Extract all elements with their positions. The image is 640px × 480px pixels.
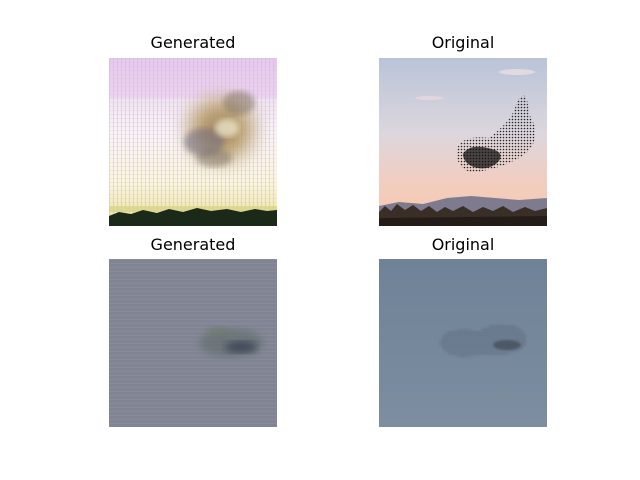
generated-image-top: [109, 58, 277, 226]
original-image-bottom: [379, 259, 547, 427]
panel-title: Original: [431, 33, 495, 52]
original-image-top: [379, 58, 547, 226]
panel-title: Generated: [150, 33, 236, 52]
generated-image-bottom: [109, 259, 277, 427]
panel-title: Original: [431, 235, 495, 254]
panel-title: Generated: [150, 235, 236, 254]
